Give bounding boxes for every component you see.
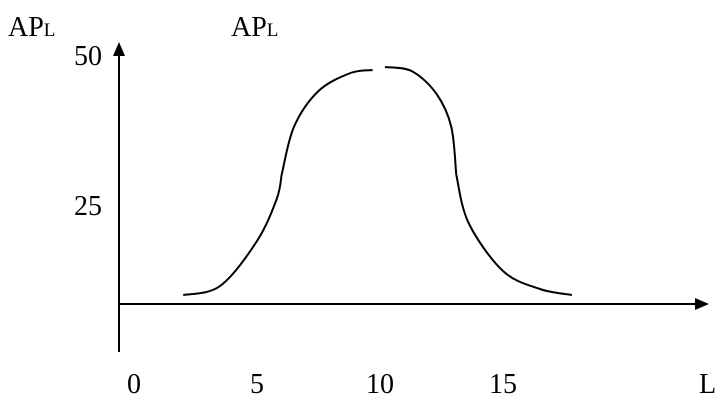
- ap-curve-segment-3: [384, 66, 458, 176]
- x-tick-label-0: 0: [127, 369, 141, 394]
- y-tick-label-25: 25: [74, 191, 102, 222]
- x-tick-label-15: 15: [489, 369, 517, 394]
- ap-curve-segment-4: [455, 174, 573, 296]
- ap-curve-segment-1: [182, 174, 283, 296]
- ap-curve: [182, 66, 573, 296]
- header-label-left: APL: [8, 12, 55, 43]
- x-tick-labels: 0 5 10 15: [127, 369, 517, 394]
- y-tick-labels: 25 50: [74, 41, 102, 222]
- y-tick-label-50: 50: [74, 41, 102, 72]
- x-tick-label-10: 10: [366, 369, 394, 394]
- x-axis-label: L: [699, 369, 716, 394]
- header-label-right: APL: [231, 12, 278, 43]
- ap-curve-segment-2: [280, 69, 373, 176]
- x-tick-label-5: 5: [250, 369, 264, 394]
